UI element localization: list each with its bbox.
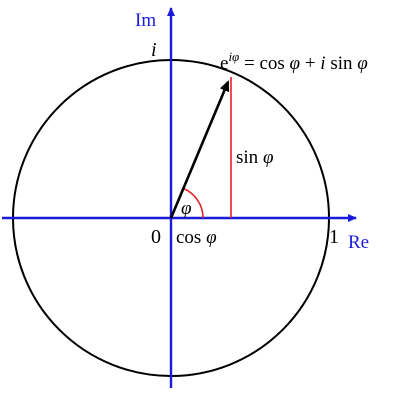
imaginary-axis-label: Im [135, 10, 156, 31]
euler-equals-cos: = cos [239, 53, 289, 74]
euler-exponent: iφ [228, 49, 239, 64]
angle-phi-label: φ [181, 198, 192, 219]
euler-phi-1: φ [290, 53, 301, 74]
sine-label-phi: φ [263, 147, 274, 168]
real-axis-label: Re [348, 232, 369, 253]
cosine-label-phi: φ [206, 227, 217, 248]
sine-label: sin φ [236, 147, 273, 168]
euler-i: i [320, 53, 325, 74]
euler-e: e [220, 53, 228, 74]
cosine-label-text: cos [176, 227, 206, 248]
origin-label: 0 [151, 226, 161, 248]
one-tick-label: 1 [329, 226, 339, 248]
i-tick-label: i [151, 39, 157, 61]
euler-sin: sin [326, 53, 358, 74]
cosine-label: cos φ [176, 227, 217, 248]
euler-phi-2: φ [357, 53, 368, 74]
angle-arc [183, 187, 204, 219]
euler-plus: + [300, 53, 320, 74]
sine-label-text: sin [236, 147, 263, 168]
unit-vector-arrow [169, 80, 230, 219]
euler-formula: eiφ = cos φ + i sin φ [220, 49, 368, 74]
